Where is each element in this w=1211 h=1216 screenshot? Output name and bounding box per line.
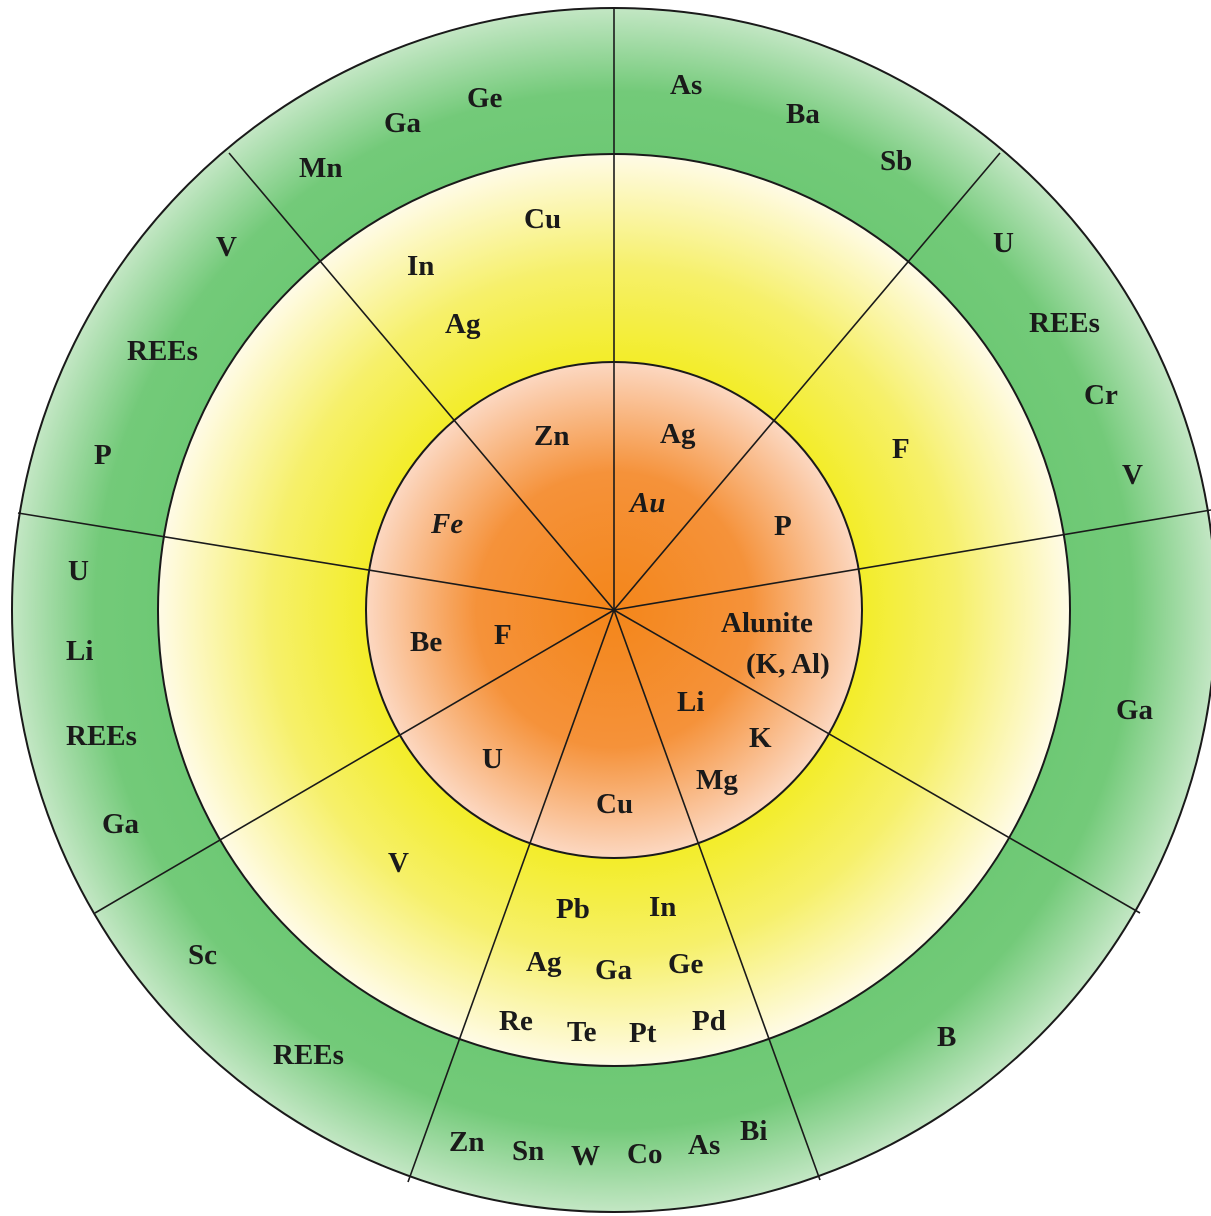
outer-label: Ga — [102, 808, 140, 840]
outer-label: REEs — [1029, 307, 1100, 339]
outer-ring-labels: Ge Ga Mn As Ba Sb U REEs Cr V V REEs P U… — [66, 69, 1154, 1172]
core-label: (K, Al) — [746, 648, 830, 680]
divider-line — [407, 609, 615, 1183]
core-label: F — [494, 619, 512, 651]
outer-label: W — [571, 1140, 600, 1172]
outer-label: Bi — [740, 1115, 767, 1147]
core-label: Cu — [596, 788, 633, 820]
middle-label: F — [892, 433, 910, 465]
middle-label: In — [407, 250, 434, 282]
outer-label: Mn — [299, 152, 343, 184]
middle-label: Ga — [595, 954, 633, 986]
core-label: Zn — [534, 420, 569, 452]
divider-line — [613, 609, 821, 1181]
core-labels: Zn Ag Au Fe P Be F Alunite (K, Al) Li K … — [410, 418, 830, 820]
divider-line — [613, 609, 1141, 914]
outer-label: B — [937, 1021, 956, 1053]
core-label: P — [774, 510, 792, 542]
outer-label: V — [216, 231, 237, 263]
middle-label: In — [649, 891, 676, 923]
middle-label: Pt — [629, 1017, 657, 1049]
outer-label: Ge — [467, 82, 503, 114]
divider-line — [613, 509, 1211, 611]
middle-label: Pb — [556, 893, 590, 925]
outer-label: Sb — [880, 145, 912, 177]
outer-label: As — [688, 1129, 720, 1161]
core-label: Li — [677, 686, 704, 718]
outer-label: As — [670, 69, 702, 101]
outer-label: Co — [627, 1138, 662, 1170]
core-label: K — [749, 722, 772, 754]
middle-label: Cu — [524, 203, 561, 235]
middle-label: Ag — [526, 946, 562, 978]
outer-label: Sn — [512, 1135, 544, 1167]
outer-label: Ba — [786, 98, 820, 130]
outer-label: P — [94, 439, 112, 471]
outer-label: REEs — [273, 1039, 344, 1071]
divider-line — [17, 512, 615, 611]
core-label: Mg — [696, 764, 738, 796]
outer-label: REEs — [127, 335, 198, 367]
outer-label: V — [1122, 459, 1143, 491]
outer-label: U — [68, 555, 89, 587]
core-label: U — [482, 743, 503, 775]
sector-dividers — [17, 8, 1211, 1183]
core-label: Alunite — [721, 607, 813, 639]
divider-line — [613, 152, 1001, 611]
outer-label: Ga — [1116, 694, 1154, 726]
core-label: Au — [628, 487, 665, 519]
middle-label: Pd — [692, 1005, 726, 1037]
outer-label: REEs — [66, 720, 137, 752]
middle-label: Te — [567, 1016, 597, 1048]
middle-ring-labels: Cu In Ag F V Pb In Ag Ga Ge Re Te Pt Pd — [388, 203, 910, 1049]
middle-label: Re — [499, 1005, 533, 1037]
outer-label: Cr — [1084, 379, 1118, 411]
outer-label: Sc — [188, 939, 217, 971]
outer-label: U — [993, 227, 1014, 259]
outer-label: Zn — [449, 1126, 484, 1158]
outer-label: Ga — [384, 107, 422, 139]
middle-label: V — [388, 847, 409, 879]
divider-line — [228, 152, 615, 611]
core-label: Be — [410, 626, 442, 658]
divider-line — [94, 609, 615, 914]
outer-label: Li — [66, 635, 93, 667]
core-label: Fe — [430, 508, 463, 540]
core-label: Ag — [660, 418, 696, 450]
middle-label: Ag — [445, 308, 481, 340]
middle-label: Ge — [668, 948, 704, 980]
